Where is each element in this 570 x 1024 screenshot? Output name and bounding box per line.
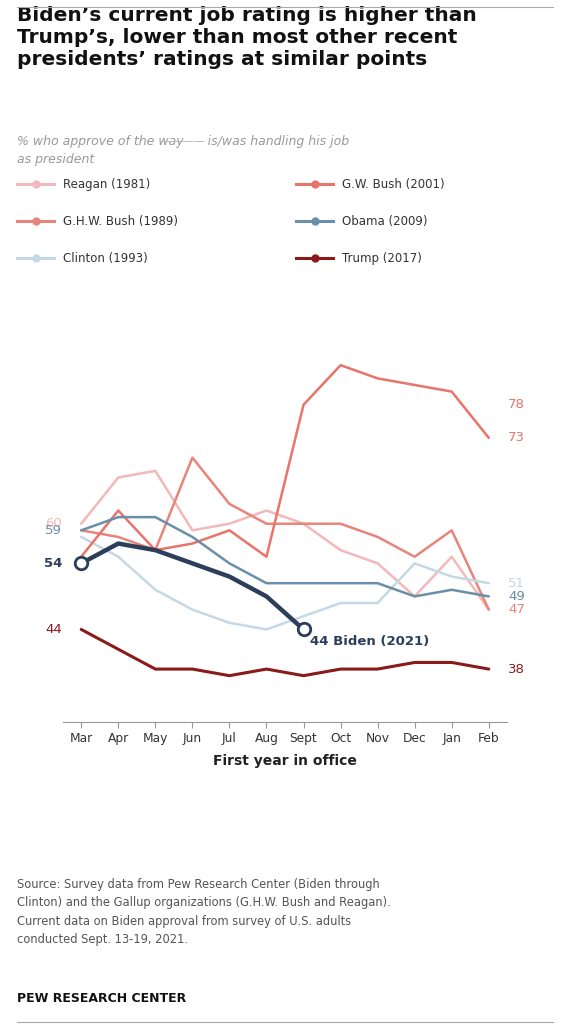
Text: G.W. Bush (2001): G.W. Bush (2001) <box>342 178 445 190</box>
X-axis label: First year in office: First year in office <box>213 754 357 768</box>
Text: PEW RESEARCH CENTER: PEW RESEARCH CENTER <box>17 992 186 1006</box>
Text: 49: 49 <box>508 590 525 603</box>
Text: ————: ———— <box>158 135 205 148</box>
Text: 59: 59 <box>45 524 62 537</box>
Text: 44 Biden (2021): 44 Biden (2021) <box>310 635 429 648</box>
Text: Biden’s current job rating is higher than
Trump’s, lower than most other recent
: Biden’s current job rating is higher tha… <box>17 6 477 70</box>
Text: 44: 44 <box>45 623 62 636</box>
Text: 51: 51 <box>508 577 525 590</box>
Text: 54: 54 <box>43 557 62 570</box>
Text: 60: 60 <box>45 517 62 530</box>
Text: Clinton (1993): Clinton (1993) <box>63 252 148 264</box>
Text: Trump (2017): Trump (2017) <box>342 252 422 264</box>
Text: Source: Survey data from Pew Research Center (Biden through
Clinton) and the Gal: Source: Survey data from Pew Research Ce… <box>17 878 391 946</box>
Text: % who approve of the way      is/was handling his job
as president: % who approve of the way is/was handling… <box>17 135 349 166</box>
Text: 38: 38 <box>508 663 525 676</box>
Text: 73: 73 <box>508 431 525 444</box>
Text: Reagan (1981): Reagan (1981) <box>63 178 150 190</box>
Text: G.H.W. Bush (1989): G.H.W. Bush (1989) <box>63 215 178 227</box>
Text: 78: 78 <box>508 398 525 412</box>
Text: Obama (2009): Obama (2009) <box>342 215 428 227</box>
Text: 47: 47 <box>508 603 525 616</box>
